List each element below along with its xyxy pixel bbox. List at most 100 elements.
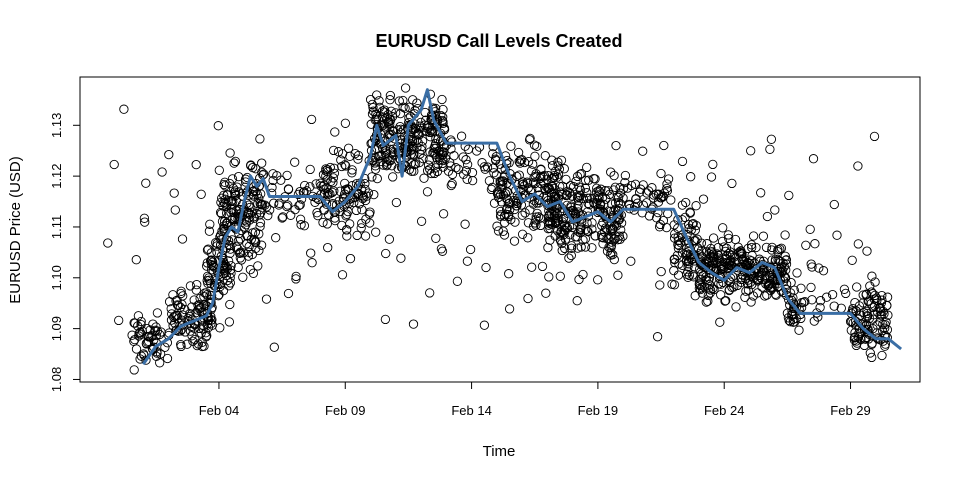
call-level-point [321,171,331,181]
call-level-point [854,328,864,338]
call-level-point [228,213,238,224]
call-level-point [555,271,565,281]
call-level-point [472,146,482,156]
call-level-point [238,272,248,282]
call-level-point [669,265,679,276]
call-level-point [784,295,794,305]
call-level-point [358,192,369,202]
call-level-point [560,243,570,254]
call-level-point [408,95,418,105]
call-level-point [696,259,707,269]
call-level-point [504,269,514,279]
call-level-point [204,226,215,236]
call-level-point [484,176,495,186]
call-level-point [703,290,713,301]
call-level-point [377,106,388,116]
call-level-point [271,233,281,243]
call-level-point [253,199,263,209]
call-level-point [746,146,756,156]
call-level-point [594,186,604,196]
call-level-point [875,317,885,327]
call-level-point [871,293,882,303]
call-level-point [666,195,676,205]
call-level-point [506,141,516,151]
call-level-point [696,238,707,248]
call-level-point [736,277,746,287]
call-level-point [395,128,406,138]
call-level-point [512,171,522,182]
call-level-point [762,290,772,300]
call-level-point [698,194,709,204]
call-level-point [422,187,433,197]
call-level-point [596,230,607,240]
call-level-point [720,296,730,306]
call-level-point [155,358,165,368]
call-level-point [306,114,317,125]
call-level-point [251,164,261,174]
call-level-point [248,268,259,278]
y-tick-label: 1.13 [49,113,64,138]
call-level-point [235,234,246,244]
call-level-point [860,334,871,344]
call-level-point [522,177,532,187]
call-level-point [827,289,838,300]
call-level-point [370,164,381,174]
y-tick-label: 1.12 [49,163,64,188]
call-level-point [631,194,641,204]
call-level-point [725,261,735,271]
call-level-point [606,243,616,253]
call-level-point [157,167,167,177]
call-level-point [775,244,785,254]
call-level-point [557,245,567,256]
call-level-point [384,234,395,244]
call-level-point [748,231,759,241]
call-level-point [611,140,621,151]
call-level-point [203,308,213,318]
call-level-point [564,253,574,263]
call-level-point [177,299,187,310]
call-level-point [609,206,619,216]
call-level-point [593,275,603,285]
call-level-point [446,180,456,191]
call-level-point [877,290,887,301]
call-level-point [698,270,708,281]
call-level-point [690,291,700,301]
call-level-point [424,155,435,165]
call-level-point [527,262,537,272]
call-level-point [609,170,619,181]
call-level-point [874,303,884,313]
call-level-point [492,221,502,231]
call-level-point [677,248,688,258]
call-level-point [532,208,542,219]
call-level-point [162,353,173,364]
call-level-point [133,321,143,331]
call-level-point [555,187,565,197]
call-level-point [766,134,777,144]
call-level-point [119,104,129,114]
call-level-point [703,296,713,306]
call-level-point [305,182,315,192]
call-level-point [501,193,511,204]
call-level-point [299,221,310,231]
call-level-point [789,285,799,295]
call-level-point [536,165,546,175]
call-level-point [133,311,144,321]
call-level-point [255,134,265,144]
call-level-point [745,277,755,288]
call-level-point [465,244,476,255]
call-level-point [597,220,607,231]
call-level-point [566,201,576,211]
call-level-point [343,143,354,153]
call-level-point [453,164,464,174]
call-level-point [230,186,241,196]
call-level-point [580,183,591,193]
call-level-point [501,209,511,219]
call-level-point [760,291,770,301]
call-level-point [708,159,718,170]
call-level-point [582,188,592,198]
call-level-point [224,281,234,291]
call-level-point [718,223,728,233]
call-level-point [290,157,300,167]
call-level-point [499,230,510,240]
